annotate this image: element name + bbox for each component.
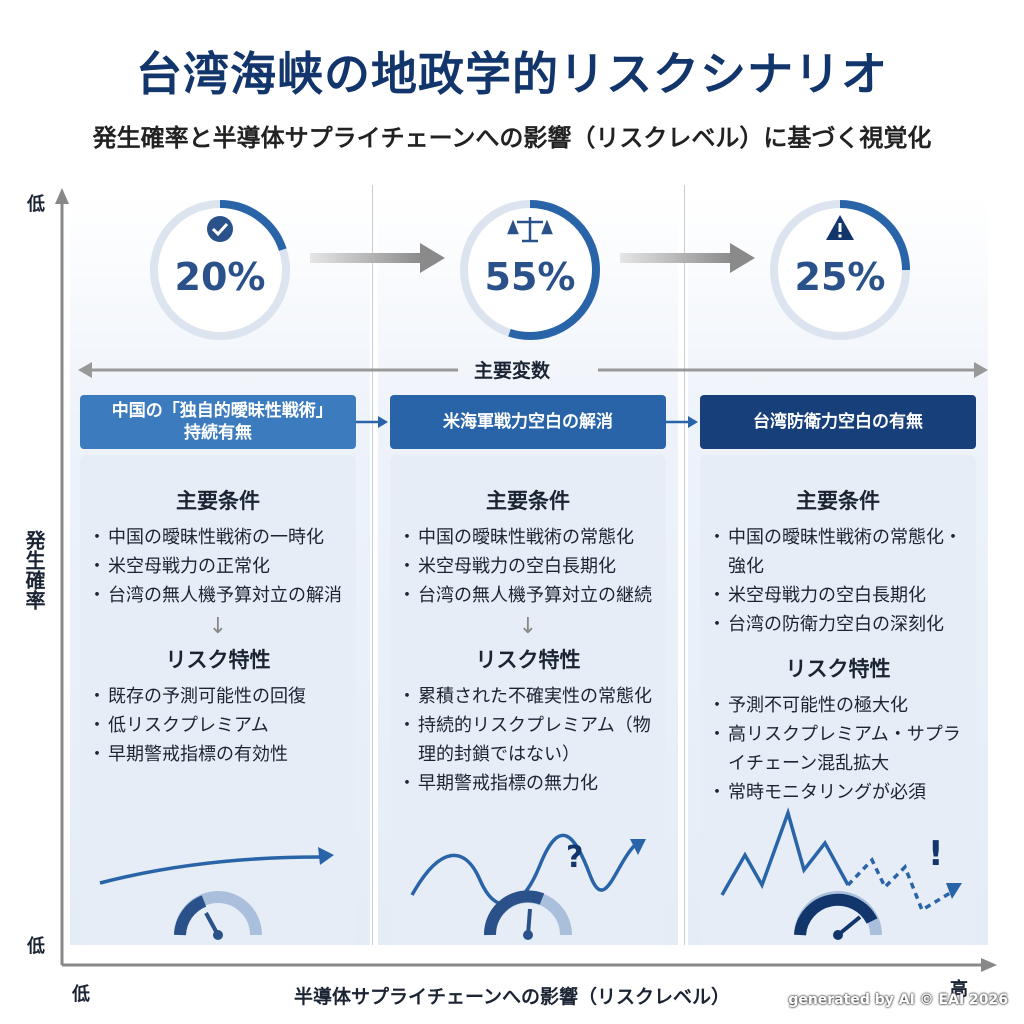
condition-item: 米空母戦力の空白長期化	[708, 581, 966, 610]
speedometer-icon	[483, 890, 572, 940]
condition-item: 中国の曖昧性戦術の常態化・強化	[708, 523, 966, 581]
variable-box-2: 米海軍戦力空白の解消	[390, 395, 666, 449]
question-mark-icon: ?	[566, 840, 583, 875]
small-arrow-right	[666, 416, 698, 428]
probability-value: 55%	[484, 255, 576, 299]
check-icon	[207, 216, 233, 242]
gauge-ring	[770, 200, 910, 340]
risk-item: 累積された不確実性の常態化	[398, 682, 656, 711]
flow-arrow-right	[310, 243, 445, 273]
probability-gauge-3: 25%	[765, 195, 915, 345]
scale-icon	[507, 217, 553, 243]
variable-label: 米海軍戦力空白の解消	[443, 412, 613, 432]
key-variables-range-arrow	[78, 362, 988, 378]
y-axis-top-label: 低	[27, 194, 45, 215]
gauge-ring	[150, 200, 290, 340]
scenario-card-3: 主要条件 中国の曖昧性戦術の常態化・強化 米空母戦力の空白長期化 台湾の防衛力空…	[700, 455, 976, 945]
risk-item: 早期警戒指標の有効性	[88, 740, 346, 769]
risk-title: リスク特性	[785, 657, 891, 681]
column-divider	[372, 185, 373, 945]
conditions-title: 主要条件	[486, 489, 570, 513]
condition-item: 米空母戦力の空白長期化	[398, 552, 656, 581]
gauge-ring	[460, 200, 600, 340]
x-axis-high-label: 高	[950, 979, 968, 1000]
trend-illustration: !	[720, 807, 962, 940]
conditions-title: 主要条件	[176, 489, 260, 513]
down-arrow-icon: ↓	[208, 614, 228, 639]
trend-illustration	[99, 847, 334, 940]
probability-value: 20%	[174, 255, 266, 299]
column-divider	[684, 185, 685, 945]
risk-item: 早期警戒指標の無力化	[398, 769, 656, 798]
scenario-card-2: 主要条件 中国の曖昧性戦術の常態化 米空母戦力の空白長期化 台湾の無人機予算対立…	[390, 455, 666, 945]
condition-item: 米空母戦力の正常化	[88, 552, 346, 581]
risk-item: 低リスクプレミアム	[88, 711, 346, 740]
variable-box-3: 台湾防衛力空白の有無	[700, 395, 976, 449]
condition-item: 台湾の無人機予算対立の解消	[88, 581, 346, 610]
condition-item: 中国の曖昧性戦術の一時化	[88, 523, 346, 552]
warning-icon	[826, 215, 854, 240]
scenario-card-1: 主要条件 中国の曖昧性戦術の一時化 米空母戦力の正常化 台湾の無人機予算対立の解…	[80, 455, 356, 945]
condition-item: 中国の曖昧性戦術の常態化	[398, 523, 656, 552]
variable-label: 台湾防衛力空白の有無	[753, 412, 923, 432]
probability-gauge-1: 20%	[145, 195, 295, 345]
probability-value: 25%	[794, 255, 886, 299]
probability-gauge-2: 55%	[455, 195, 605, 345]
x-axis-low-label: 低	[72, 984, 90, 1005]
risk-item: 高リスクプレミアム・サプライチェーン混乱拡大	[708, 720, 966, 778]
risk-item: 常時モニタリングが必須	[708, 778, 966, 807]
risk-item: 既存の予測可能性の回復	[88, 682, 346, 711]
page-title: 台湾海峡の地政学的リスクシナリオ	[136, 47, 888, 101]
conditions-title: 主要条件	[796, 489, 880, 513]
exclamation-icon: !	[928, 834, 944, 874]
variable-box-1: 中国の「独自的曖昧性戦術」持続有無	[80, 395, 356, 449]
risk-item: 予測不可能性の極大化	[708, 691, 966, 720]
x-axis-title: 半導体サプライチェーンへの影響（リスクレベル）	[293, 986, 731, 1008]
speedometer-icon	[174, 891, 262, 940]
condition-item: 台湾の防衛力空白の深刻化	[708, 610, 966, 639]
risk-title: リスク特性	[165, 648, 271, 672]
watermark: generated by AI © EAI 2026	[788, 992, 1008, 1008]
trend-illustration: ?	[410, 833, 646, 940]
speedometer-icon	[794, 891, 882, 940]
risk-item: 持続的リスクプレミアム（物理的封鎖ではない）	[398, 711, 656, 769]
condition-item: 台湾の無人機予算対立の継続	[398, 581, 656, 610]
variable-label: 中国の「独自的曖昧性戦術」持続有無	[111, 401, 325, 443]
small-arrow-right	[356, 416, 388, 428]
down-arrow-icon: ↓	[518, 614, 538, 639]
key-variables-label: 主要変数	[473, 360, 550, 382]
page-subtitle: 発生確率と半導体サプライチェーンへの影響（リスクレベル）に基づく視覚化	[92, 124, 932, 152]
flow-arrow-right	[620, 243, 755, 273]
risk-title: リスク特性	[475, 648, 581, 672]
y-axis-bottom-label: 低	[27, 936, 45, 957]
y-axis-title: 発生確率	[22, 530, 46, 610]
